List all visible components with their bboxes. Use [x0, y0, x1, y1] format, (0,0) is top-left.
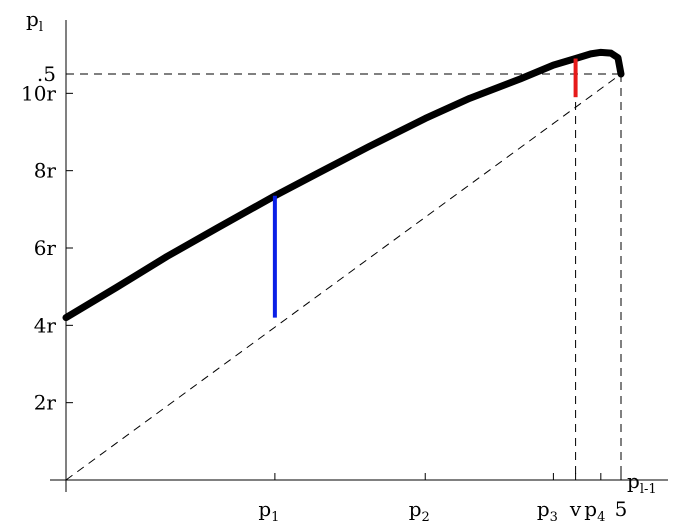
y-tick-label: 6r — [34, 236, 57, 260]
x-tick-label: p2 — [409, 497, 430, 521]
y-tick-label: 10r — [21, 81, 56, 105]
x-tick-label: p1 — [258, 497, 279, 521]
highlight-segments — [272, 58, 578, 318]
x-tick-label: v — [569, 497, 582, 521]
curve-line — [62, 48, 625, 322]
y-tick-label: .5 — [37, 62, 56, 86]
diagonal-line — [65, 73, 622, 481]
reference-lines — [65, 73, 622, 481]
x-axis-title: pl-1 — [627, 469, 657, 497]
y-axis-title: pl — [26, 7, 43, 35]
x-tick-label: p3 — [537, 497, 558, 521]
x-tick-label: p4 — [584, 497, 605, 521]
y-tick-label: 8r — [34, 159, 57, 183]
x-tick-label: 5 — [615, 497, 628, 521]
axes — [50, 20, 668, 492]
series-layer — [62, 48, 625, 322]
y-tick-label: 2r — [34, 391, 57, 415]
y-tick-label: 4r — [34, 313, 57, 337]
tick-labels: 2r 4r 6r 8r 10r.5 p1 p2 p3 v p4 5 — [21, 62, 627, 521]
